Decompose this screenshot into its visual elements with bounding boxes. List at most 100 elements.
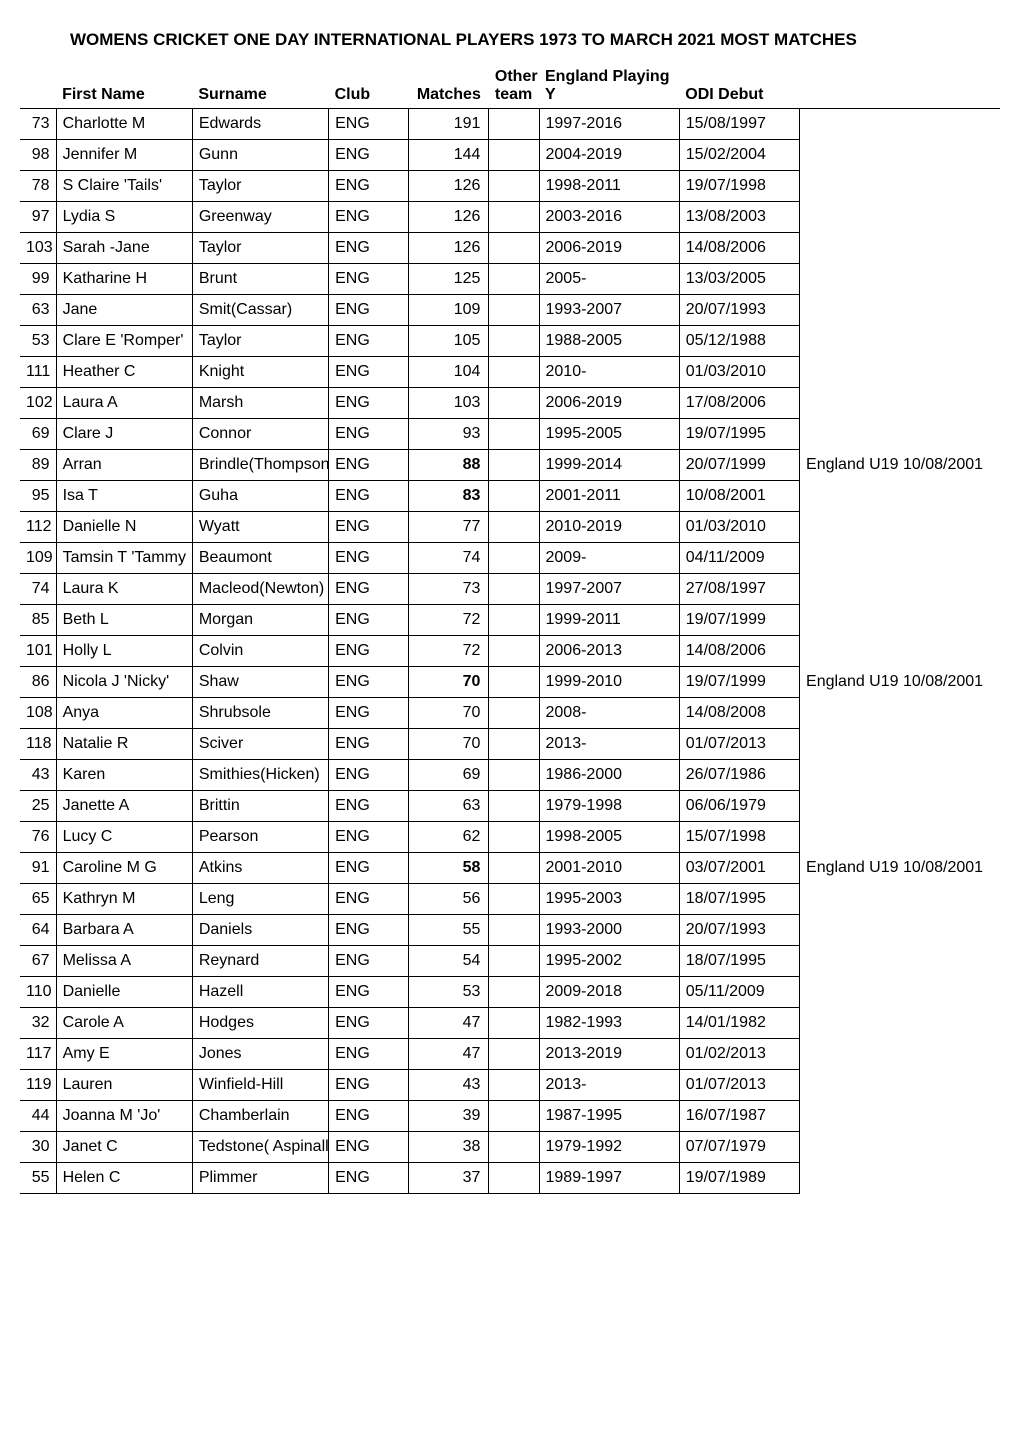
table-row: 99Katharine HBruntENG1252005-13/03/2005 [20, 264, 1000, 295]
cell-club: ENG [329, 1132, 409, 1163]
cell-surname: Beaumont [192, 543, 328, 574]
cell-playing: 2005- [539, 264, 679, 295]
cell-firstname: Lauren [56, 1070, 192, 1101]
cell-club: ENG [329, 977, 409, 1008]
cell-firstname: Helen C [56, 1163, 192, 1194]
cell-num: 43 [20, 760, 56, 791]
header-note [800, 64, 1000, 109]
cell-club: ENG [329, 109, 409, 140]
cell-club: ENG [329, 171, 409, 202]
cell-num: 98 [20, 140, 56, 171]
cell-matches: 125 [409, 264, 489, 295]
table-row: 73Charlotte MEdwardsENG1911997-201615/08… [20, 109, 1000, 140]
cell-playing: 1995-2003 [539, 884, 679, 915]
cell-note [800, 884, 1000, 915]
cell-odi: 04/11/2009 [679, 543, 799, 574]
cell-num: 64 [20, 915, 56, 946]
cell-playing: 1989-1997 [539, 1163, 679, 1194]
cell-other [489, 388, 539, 419]
cell-club: ENG [329, 791, 409, 822]
cell-odi: 15/02/2004 [679, 140, 799, 171]
cell-playing: 1982-1993 [539, 1008, 679, 1039]
cell-matches: 109 [409, 295, 489, 326]
table-row: 101Holly LColvinENG722006-201314/08/2006 [20, 636, 1000, 667]
cell-num: 102 [20, 388, 56, 419]
cell-matches: 37 [409, 1163, 489, 1194]
cell-surname: Taylor [192, 326, 328, 357]
cell-club: ENG [329, 295, 409, 326]
cell-matches: 58 [409, 853, 489, 884]
cell-club: ENG [329, 1008, 409, 1039]
cell-other [489, 233, 539, 264]
cell-firstname: Janette A [56, 791, 192, 822]
cell-odi: 01/03/2010 [679, 512, 799, 543]
table-row: 85Beth LMorganENG721999-201119/07/1999 [20, 605, 1000, 636]
cell-playing: 1999-2011 [539, 605, 679, 636]
cell-num: 44 [20, 1101, 56, 1132]
header-odi: ODI Debut [679, 64, 799, 109]
cell-other [489, 140, 539, 171]
cell-firstname: S Claire 'Tails' [56, 171, 192, 202]
cell-odi: 15/07/1998 [679, 822, 799, 853]
cell-playing: 1988-2005 [539, 326, 679, 357]
cell-odi: 26/07/1986 [679, 760, 799, 791]
cell-other [489, 450, 539, 481]
cell-playing: 1998-2011 [539, 171, 679, 202]
cell-matches: 56 [409, 884, 489, 915]
table-row: 86Nicola J 'Nicky'ShawENG701999-201019/0… [20, 667, 1000, 698]
cell-surname: Reynard [192, 946, 328, 977]
cell-note [800, 202, 1000, 233]
cell-num: 85 [20, 605, 56, 636]
cell-surname: Atkins [192, 853, 328, 884]
cell-odi: 13/03/2005 [679, 264, 799, 295]
cell-odi: 19/07/1999 [679, 605, 799, 636]
cell-surname: Gunn [192, 140, 328, 171]
cell-num: 95 [20, 481, 56, 512]
cell-odi: 19/07/1998 [679, 171, 799, 202]
cell-matches: 70 [409, 667, 489, 698]
cell-matches: 72 [409, 636, 489, 667]
cell-matches: 126 [409, 233, 489, 264]
cell-playing: 2006-2013 [539, 636, 679, 667]
table-row: 109Tamsin T 'TammyBeaumontENG742009-04/1… [20, 543, 1000, 574]
cell-firstname: Holly L [56, 636, 192, 667]
cell-note [800, 171, 1000, 202]
cell-firstname: Katharine H [56, 264, 192, 295]
cell-other [489, 481, 539, 512]
cell-other [489, 698, 539, 729]
cell-club: ENG [329, 326, 409, 357]
cell-surname: Smit(Cassar) [192, 295, 328, 326]
cell-num: 119 [20, 1070, 56, 1101]
cell-num: 32 [20, 1008, 56, 1039]
cell-surname: Greenway [192, 202, 328, 233]
cell-surname: Hodges [192, 1008, 328, 1039]
cell-other [489, 1039, 539, 1070]
cell-playing: 2003-2016 [539, 202, 679, 233]
table-row: 95Isa TGuhaENG832001-201110/08/2001 [20, 481, 1000, 512]
cell-matches: 144 [409, 140, 489, 171]
table-row: 97Lydia SGreenwayENG1262003-201613/08/20… [20, 202, 1000, 233]
cell-note [800, 574, 1000, 605]
cell-surname: Daniels [192, 915, 328, 946]
players-table: First Name Surname Club Matches Other te… [20, 64, 1000, 1194]
cell-playing: 1999-2010 [539, 667, 679, 698]
cell-other [489, 605, 539, 636]
cell-odi: 14/08/2006 [679, 233, 799, 264]
cell-other [489, 977, 539, 1008]
cell-other [489, 791, 539, 822]
cell-firstname: Jennifer M [56, 140, 192, 171]
cell-surname: Shrubsole [192, 698, 328, 729]
cell-surname: Taylor [192, 233, 328, 264]
cell-other [489, 109, 539, 140]
cell-club: ENG [329, 543, 409, 574]
cell-playing: 1997-2007 [539, 574, 679, 605]
cell-odi: 01/02/2013 [679, 1039, 799, 1070]
cell-num: 30 [20, 1132, 56, 1163]
cell-note [800, 140, 1000, 171]
cell-note [800, 326, 1000, 357]
cell-surname: Shaw [192, 667, 328, 698]
cell-club: ENG [329, 574, 409, 605]
table-row: 117Amy EJonesENG472013-201901/02/2013 [20, 1039, 1000, 1070]
table-row: 65Kathryn MLengENG561995-200318/07/1995 [20, 884, 1000, 915]
cell-note [800, 388, 1000, 419]
